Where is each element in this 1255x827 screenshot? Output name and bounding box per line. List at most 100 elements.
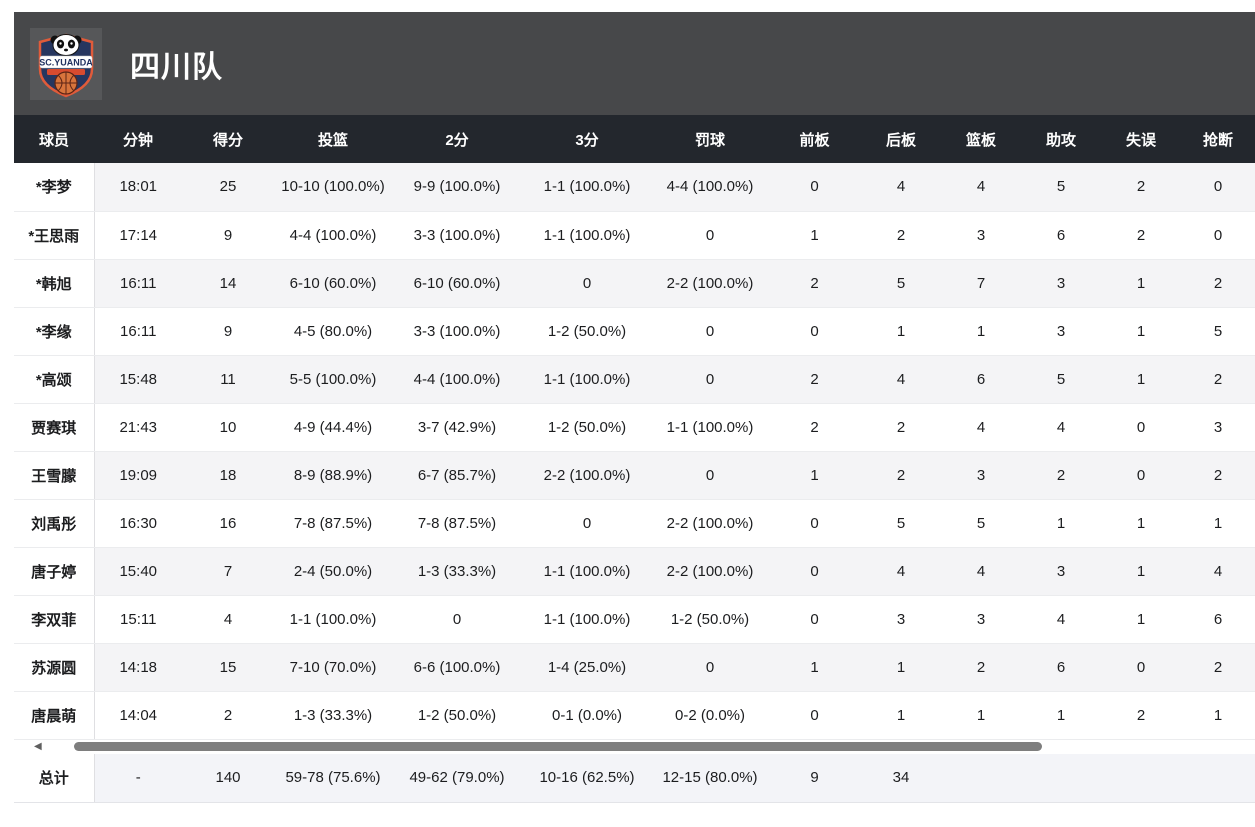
stat-cell: 1 — [1101, 259, 1181, 308]
stat-cell: 10 — [182, 403, 274, 452]
col-header-ast: 助攻 — [1021, 115, 1101, 163]
stat-cell: 6 — [1021, 643, 1101, 692]
stat-cell: 3-3 (100.0%) — [392, 307, 522, 356]
stat-cell: 7-8 (87.5%) — [274, 499, 392, 548]
stat-cell: 0 — [768, 691, 861, 740]
stat-cell: 0 — [768, 595, 861, 644]
horizontal-scrollbar[interactable]: ◀ — [14, 740, 1255, 754]
scroll-left-arrow-icon[interactable]: ◀ — [34, 740, 42, 752]
stat-cell: 0-2 (0.0%) — [652, 691, 768, 740]
stat-cell: 1 — [1021, 691, 1101, 740]
stat-cell: 3 — [1021, 547, 1101, 596]
stat-cell: 1 — [861, 643, 941, 692]
stat-cell: 1-1 (100.0%) — [522, 163, 652, 212]
col-header-points: 得分 — [182, 115, 274, 163]
stat-cell: 3 — [941, 211, 1021, 260]
stat-cell: 1 — [768, 451, 861, 500]
stat-cell: 1-2 (50.0%) — [522, 307, 652, 356]
stat-cell: 6 — [941, 355, 1021, 404]
stat-cell: 0 — [1181, 211, 1255, 260]
total-row-section: 总计 - 140 59-78 (75.6%) 49-62 (79.0%) 10-… — [14, 753, 1255, 803]
player-name-cell: 唐子婷 — [14, 547, 95, 596]
stat-cell: 3 — [1021, 307, 1101, 356]
stat-cell: 0 — [1101, 403, 1181, 452]
player-name-cell: 贾赛琪 — [14, 403, 95, 452]
total-tov-cell — [1101, 753, 1181, 803]
col-header-ft: 罚球 — [652, 115, 768, 163]
total-3pt-cell: 10-16 (62.5%) — [522, 753, 652, 803]
stat-cell: 4 — [1021, 403, 1101, 452]
stat-cell: 2 — [1101, 211, 1181, 260]
stat-cell: 7-8 (87.5%) — [392, 499, 522, 548]
stat-cell: 1-2 (50.0%) — [652, 595, 768, 644]
stat-cell: 1 — [1101, 595, 1181, 644]
stat-cell: 0 — [652, 307, 768, 356]
stat-cell: 5 — [1021, 355, 1101, 404]
player-name-cell: *李缘 — [14, 307, 95, 356]
stat-cell: 2 — [1181, 259, 1255, 308]
total-oreb-cell: 9 — [768, 753, 861, 803]
col-header-oreb: 前板 — [768, 115, 861, 163]
stat-cell: 3-3 (100.0%) — [392, 211, 522, 260]
stat-cell: 2 — [1021, 451, 1101, 500]
stat-cell: 15:11 — [94, 595, 182, 644]
stat-cell: 4 — [941, 403, 1021, 452]
team-logo: SC.YUANDA — [30, 27, 102, 100]
col-header-2pt: 2分 — [392, 115, 522, 163]
total-ast-cell — [1021, 753, 1101, 803]
team-header: SC.YUANDA 四川队 — [14, 12, 1255, 115]
stat-cell: 4-4 (100.0%) — [652, 163, 768, 212]
stat-cell: 1-4 (25.0%) — [522, 643, 652, 692]
stat-cell: 2 — [1181, 355, 1255, 404]
stat-cell: 10-10 (100.0%) — [274, 163, 392, 212]
col-header-reb: 篮板 — [941, 115, 1021, 163]
stat-cell: 0 — [1181, 163, 1255, 212]
stat-cell: 16:11 — [94, 307, 182, 356]
stat-cell: 4 — [861, 355, 941, 404]
total-2pt-cell: 49-62 (79.0%) — [392, 753, 522, 803]
stat-cell: 3 — [861, 595, 941, 644]
stat-cell: 1-2 (50.0%) — [392, 691, 522, 740]
stat-cell: 2 — [1101, 163, 1181, 212]
stat-cell: 1-3 (33.3%) — [392, 547, 522, 596]
stat-cell: 6-10 (60.0%) — [274, 259, 392, 308]
stat-cell: 1 — [861, 691, 941, 740]
stat-cell: 7-10 (70.0%) — [274, 643, 392, 692]
stat-cell: 6 — [1021, 211, 1101, 260]
stat-cell: 6-7 (85.7%) — [392, 451, 522, 500]
player-row: *韩旭 16:11 14 6-10 (60.0%) 6-10 (60.0%) 0 2-2 (… — [14, 259, 1255, 308]
stat-cell: 2 — [768, 259, 861, 308]
player-row: *李梦 18:01 25 10-10 (100.0%) 9-9 (100.0%) 1-1 … — [14, 163, 1255, 212]
stat-cell: 2 — [182, 691, 274, 740]
stat-cell: 6-6 (100.0%) — [392, 643, 522, 692]
stat-cell: 1-1 (100.0%) — [522, 595, 652, 644]
stat-cell: 4 — [1021, 595, 1101, 644]
scrollbar-thumb[interactable] — [74, 741, 1042, 751]
col-header-stl: 抢断 — [1181, 115, 1255, 163]
stat-cell: 2 — [1181, 643, 1255, 692]
player-row: 刘禹彤 16:30 16 7-8 (87.5%) 7-8 (87.5%) 0 2-2 (10… — [14, 499, 1255, 548]
stats-table: 球员 分钟 得分 投篮 2分 3分 罚球 前板 后板 篮板 助攻 失误 抢断 *… — [14, 115, 1255, 803]
stat-cell: 4 — [941, 163, 1021, 212]
stat-cell: 14:18 — [94, 643, 182, 692]
stat-cell: 18 — [182, 451, 274, 500]
stat-cell: 4 — [941, 547, 1021, 596]
total-reb-cell — [941, 753, 1021, 803]
stat-cell: 0 — [768, 163, 861, 212]
stat-cell: 15:40 — [94, 547, 182, 596]
stat-cell: 4-4 (100.0%) — [392, 355, 522, 404]
stat-cell: 0 — [522, 499, 652, 548]
stat-cell: 14:04 — [94, 691, 182, 740]
stat-cell: 9-9 (100.0%) — [392, 163, 522, 212]
stat-cell: 4-4 (100.0%) — [274, 211, 392, 260]
stat-cell: 4-5 (80.0%) — [274, 307, 392, 356]
table-header-row: 球员 分钟 得分 投篮 2分 3分 罚球 前板 后板 篮板 助攻 失误 抢断 — [14, 115, 1255, 163]
stat-cell: 1 — [1181, 499, 1255, 548]
stat-cell: 9 — [182, 307, 274, 356]
stat-cell: 15 — [182, 643, 274, 692]
stat-cell: 2 — [1181, 451, 1255, 500]
player-row: *高颂 15:48 11 5-5 (100.0%) 4-4 (100.0%) 1-1 (1… — [14, 355, 1255, 404]
player-name-cell: *韩旭 — [14, 259, 95, 308]
total-ft-cell: 12-15 (80.0%) — [652, 753, 768, 803]
stat-cell: 16:11 — [94, 259, 182, 308]
